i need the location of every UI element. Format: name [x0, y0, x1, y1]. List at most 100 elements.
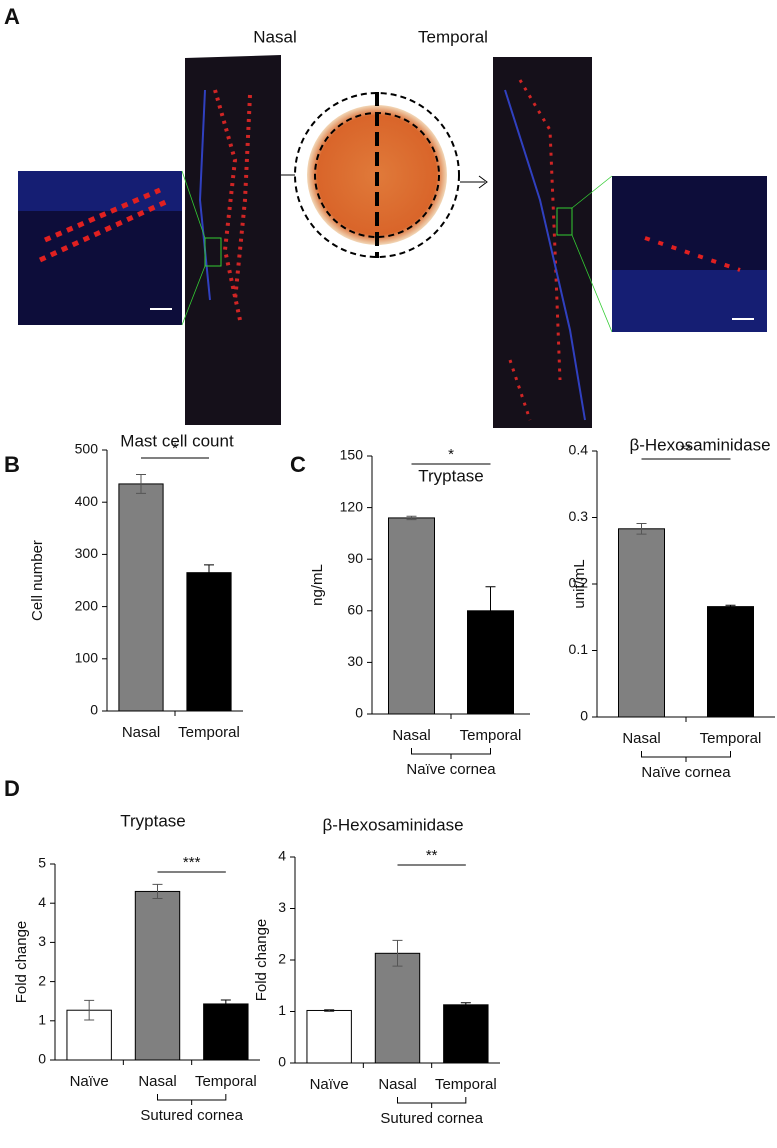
edge	[504, 89, 586, 421]
y-tick-label: 0.1	[569, 641, 589, 657]
y-axis-label: Fold change	[253, 919, 270, 1002]
y-tick-label: 90	[347, 550, 363, 566]
error-bar	[460, 1002, 471, 1008]
y-tick-label: 0.4	[569, 442, 589, 458]
x-tick-label: Nasal	[122, 724, 160, 741]
cells	[508, 79, 562, 421]
zoom-box	[204, 237, 222, 267]
chart-title: Mast cell count	[120, 431, 234, 450]
group-label: Sutured cornea	[380, 1110, 483, 1127]
y-tick-label: 2	[278, 951, 286, 967]
bar	[134, 890, 181, 1061]
y-axis-label: Cell number	[29, 540, 46, 621]
bar	[374, 952, 421, 1064]
error-bar	[636, 522, 647, 535]
significance-label: **	[680, 441, 692, 458]
y-tick-label: 100	[75, 650, 99, 666]
y-tick-label: 2	[38, 972, 46, 988]
error-bar	[136, 474, 146, 494]
x-tick-label: Temporal	[435, 1076, 497, 1093]
chart-title: β-Hexosaminidase	[322, 815, 463, 834]
x-tick-label: Temporal	[700, 730, 762, 747]
right-strip	[493, 57, 592, 428]
panel-label: A	[4, 4, 20, 29]
x-tick-label: Naïve	[310, 1076, 349, 1093]
x-tick-label: Nasal	[378, 1076, 416, 1093]
group-bracket	[157, 1094, 227, 1105]
y-tick-label: 0	[278, 1054, 286, 1070]
panel-label: C	[290, 452, 306, 477]
group-label: Naïve cornea	[406, 761, 496, 778]
bar	[388, 517, 435, 715]
image-title: Nasal	[253, 27, 296, 46]
y-tick-label: 0.3	[569, 508, 589, 524]
x-tick-label: Nasal	[392, 727, 430, 744]
bar	[306, 1009, 352, 1064]
edge	[198, 89, 211, 301]
y-tick-label: 60	[347, 602, 363, 618]
bar	[618, 528, 665, 718]
y-tick-label: 120	[340, 498, 364, 514]
bar	[707, 606, 754, 718]
y-tick-label: 4	[38, 894, 46, 910]
y-axis-label: ng/mL	[309, 564, 326, 606]
y-tick-label: 500	[75, 441, 99, 457]
error-bar	[324, 1008, 335, 1012]
error-bar	[84, 999, 95, 1021]
group-bracket	[411, 748, 491, 759]
bar	[186, 572, 232, 712]
x-tick-label: Temporal	[195, 1073, 257, 1090]
cells	[213, 89, 252, 321]
x-tick-label: Naïve	[70, 1073, 109, 1090]
panel-a-images	[18, 55, 767, 428]
x-tick-label: Nasal	[622, 730, 660, 747]
chart-title: β-Hexosaminidase	[629, 435, 770, 454]
error-bar	[152, 883, 163, 899]
y-tick-label: 0	[90, 702, 98, 718]
panel-label: D	[4, 776, 20, 801]
error-bar	[204, 564, 214, 581]
tissue	[612, 270, 767, 332]
bar	[443, 1004, 489, 1064]
significance-label: **	[426, 847, 438, 864]
y-tick-label: 1	[278, 1002, 286, 1018]
group-bracket	[641, 751, 731, 762]
y-tick-label: 3	[38, 933, 46, 949]
error-bar	[392, 939, 403, 967]
zoom-line	[571, 175, 613, 333]
x-tick-label: Nasal	[138, 1073, 176, 1090]
y-tick-label: 30	[347, 653, 363, 669]
y-tick-label: 0	[355, 705, 363, 721]
y-tick-label: 300	[75, 545, 99, 561]
y-tick-label: 0	[580, 708, 588, 724]
chart-title: Tryptase	[120, 811, 186, 830]
left-strip	[185, 55, 281, 425]
y-tick-label: 400	[75, 493, 99, 509]
zoom-box	[556, 207, 573, 236]
cells	[644, 236, 741, 272]
image-title: Temporal	[418, 27, 488, 46]
group-bracket	[397, 1097, 467, 1108]
chart-title: Tryptase	[418, 466, 484, 485]
significance-label: *	[172, 440, 178, 457]
group-label: Naïve cornea	[641, 764, 731, 781]
y-axis-label: Fold change	[13, 921, 30, 1004]
bar	[118, 483, 164, 712]
error-bar	[220, 999, 231, 1009]
y-tick-label: 0.2	[569, 575, 589, 591]
error-bar	[485, 586, 496, 636]
y-tick-label: 5	[38, 855, 46, 871]
y-tick-label: 200	[75, 597, 99, 613]
y-tick-label: 1	[38, 1012, 46, 1028]
zoom-line	[181, 170, 206, 326]
y-tick-label: 3	[278, 899, 286, 915]
error-bar	[725, 604, 736, 609]
y-axis-label: unit/mL	[571, 559, 588, 608]
bar	[203, 1003, 249, 1061]
y-tick-label: 150	[340, 447, 364, 463]
significance-label: ***	[183, 854, 201, 871]
x-tick-label: Temporal	[460, 727, 522, 744]
panel-label: B	[4, 452, 20, 477]
x-tick-label: Temporal	[178, 724, 240, 741]
